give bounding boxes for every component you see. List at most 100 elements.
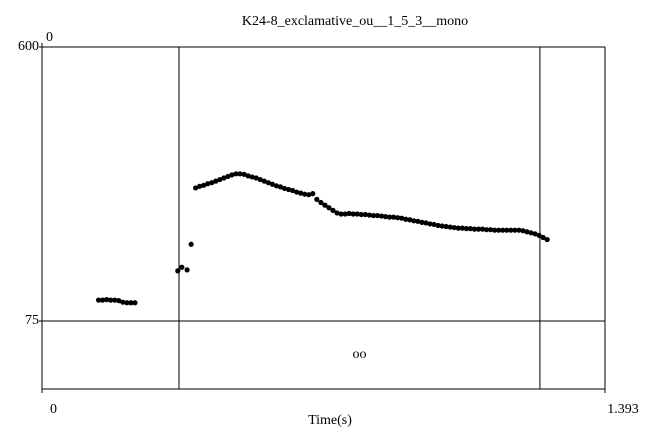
- x-tick-label: 0: [50, 402, 57, 417]
- tier-label: oo: [352, 347, 366, 362]
- pitch-point: [124, 300, 130, 306]
- pitch-point: [520, 228, 526, 234]
- pitch-point: [419, 219, 425, 225]
- pitch-point: [483, 227, 490, 233]
- pitch-point: [273, 183, 280, 189]
- x-top-tick-label: 0: [46, 30, 53, 45]
- pitch-point: [225, 173, 231, 180]
- pitch-point: [479, 226, 486, 232]
- pitch-point: [411, 218, 417, 224]
- pitch-point: [504, 227, 510, 233]
- pitch-point: [536, 232, 542, 239]
- pitch-point: [540, 234, 546, 241]
- pitch-point: [362, 211, 368, 218]
- pitch-point: [285, 186, 292, 193]
- pitch-point: [289, 187, 296, 194]
- pitch-point: [544, 236, 550, 243]
- y-tick-label: 75: [25, 313, 39, 328]
- pitch-point: [492, 227, 498, 233]
- pitch-point: [253, 175, 259, 181]
- pitch-point: [201, 182, 207, 188]
- pitch-point: [318, 199, 324, 206]
- pitch-point: [374, 212, 381, 219]
- pitch-point: [188, 241, 194, 247]
- pitch-point: [500, 227, 506, 233]
- pitch-point: [455, 225, 461, 231]
- pitch-point: [237, 171, 243, 177]
- pitch-point: [532, 231, 538, 237]
- pitch-point: [104, 297, 110, 303]
- pitch-point: [221, 175, 227, 181]
- pitch-point: [116, 298, 122, 304]
- pitch-point: [475, 226, 482, 232]
- pitch-point: [463, 226, 469, 232]
- pitch-point: [298, 190, 304, 196]
- pitch-point: [391, 214, 397, 220]
- pitch-point: [257, 176, 263, 183]
- pitch-point: [443, 223, 449, 230]
- pitch-point: [528, 230, 534, 236]
- pitch-point: [467, 226, 474, 232]
- plot-frame: [41, 46, 606, 390]
- pitch-point: [326, 205, 332, 211]
- pitch-point: [100, 297, 106, 303]
- pitch-point: [175, 268, 181, 274]
- pitch-point: [439, 223, 445, 229]
- pitch-point: [108, 297, 114, 303]
- pitch-point: [192, 185, 199, 191]
- pitch-point: [427, 221, 433, 227]
- pitch-point: [265, 180, 271, 186]
- pitch-point: [415, 218, 421, 224]
- pitch-point: [516, 227, 522, 233]
- pitch-point: [249, 174, 255, 180]
- pitch-point: [95, 297, 102, 303]
- pitch-point: [306, 192, 312, 198]
- pitch-point: [310, 191, 316, 197]
- pitch-point: [358, 211, 364, 218]
- pitch-point: [378, 213, 385, 219]
- pitch-point: [395, 215, 401, 221]
- pitch-point: [322, 202, 328, 208]
- pitch-point: [261, 178, 267, 184]
- pitch-point: [314, 196, 320, 202]
- pitch-point: [302, 191, 308, 197]
- pitch-point: [403, 216, 409, 222]
- pitch-point: [435, 222, 441, 229]
- x-axis-label: Time(s): [308, 413, 352, 428]
- y-tick-label: 600: [18, 39, 39, 54]
- pitch-point: [184, 267, 190, 273]
- pitch-point: [330, 207, 336, 213]
- pitch-point: [277, 184, 284, 190]
- pitch-point: [128, 300, 134, 306]
- pitch-point: [354, 211, 360, 217]
- pitch-point: [496, 227, 502, 233]
- pitch-point: [370, 212, 377, 219]
- pitch-point: [447, 224, 453, 230]
- pitch-point: [471, 226, 478, 232]
- pitch-point: [229, 172, 235, 178]
- pitch-point: [245, 173, 251, 179]
- pitch-point: [112, 297, 118, 303]
- pitch-point: [350, 211, 356, 217]
- chart-title: K24-8_exclamative_ou__1_5_3__mono: [242, 14, 468, 29]
- pitch-point: [269, 181, 275, 187]
- pitch-point: [342, 211, 348, 217]
- pitch-point: [338, 211, 344, 217]
- pitch-point: [508, 227, 514, 233]
- pitch-point: [281, 185, 288, 192]
- pitch-point: [241, 171, 247, 177]
- pitch-point: [382, 214, 389, 220]
- pitch-point: [524, 229, 530, 235]
- pitch-point: [217, 176, 223, 183]
- pitch-point: [451, 224, 457, 231]
- pitch-point: [407, 217, 413, 223]
- pitch-point: [213, 178, 219, 184]
- pitch-point: [488, 227, 494, 233]
- pitch-point: [459, 225, 465, 231]
- pitch-point: [209, 180, 215, 186]
- pitch-point: [334, 210, 340, 216]
- pitch-point: [346, 210, 352, 217]
- pitch-point: [294, 189, 300, 195]
